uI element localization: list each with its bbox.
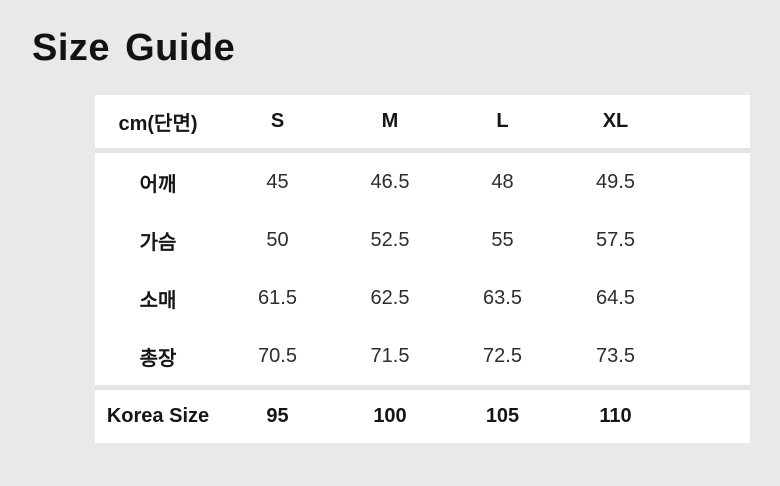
row-label-shoulder: 어깨	[139, 173, 177, 196]
header-size-s: S	[270, 110, 285, 132]
shoulder-value-m: 46.5	[370, 170, 410, 193]
shoulder-value-xl: 49.5	[596, 170, 635, 193]
table-row-chest: 가슴 50 52.5 55 57.5	[95, 211, 750, 269]
total-length-value-xl: 73.5	[596, 344, 635, 367]
korea-size-value-l: 105	[485, 405, 520, 427]
sleeve-value-l: 63.5	[483, 286, 522, 309]
korea-size-value-xl: 110	[599, 405, 632, 427]
header-size-l: L	[496, 110, 509, 132]
page-title: Size Guide	[32, 27, 236, 69]
chest-value-xl: 57.5	[596, 228, 635, 251]
row-label-total-length: 총장	[139, 347, 177, 370]
header-unit-label: cm(단면)	[118, 113, 198, 135]
row-label-chest: 가슴	[139, 231, 177, 254]
table-row-sleeve: 소매 61.5 62.5 63.5 64.5	[95, 269, 750, 327]
table-row-shoulder: 어깨 45 46.5 48 49.5	[95, 153, 750, 211]
shoulder-value-l: 48	[491, 170, 514, 193]
row-label-sleeve: 소매	[139, 289, 177, 312]
table-row-total-length: 총장 70.5 71.5 72.5 73.5	[95, 327, 750, 385]
header-size-xl: XL	[602, 110, 629, 132]
total-length-value-l: 72.5	[483, 344, 522, 367]
header-size-m: M	[381, 110, 399, 132]
chest-value-l: 55	[491, 228, 514, 251]
shoulder-value-s: 45	[266, 170, 289, 193]
table-footer-row: Korea Size 95 100 105 110	[95, 390, 750, 443]
table-body: 어깨 45 46.5 48 49.5 가슴 50 52.5 55 57.5 소매…	[95, 153, 750, 385]
table-header-row: cm(단면) S M L XL	[95, 95, 750, 148]
sleeve-value-s: 61.5	[258, 286, 297, 309]
size-guide-table: cm(단면) S M L XL 어깨 45 46.5 48 49.5 가슴 50…	[95, 95, 750, 443]
chest-value-s: 50	[266, 228, 289, 251]
sleeve-value-xl: 64.5	[596, 286, 635, 309]
header-body-separator	[95, 148, 750, 153]
korea-size-value-s: 95	[266, 405, 289, 427]
sleeve-value-m: 62.5	[370, 286, 410, 309]
korea-size-value-m: 100	[373, 405, 407, 427]
total-length-value-s: 70.5	[258, 344, 297, 367]
total-length-value-m: 71.5	[370, 344, 410, 367]
chest-value-m: 52.5	[370, 228, 410, 251]
body-footer-separator	[95, 385, 750, 390]
korea-size-label: Korea Size	[106, 405, 210, 427]
